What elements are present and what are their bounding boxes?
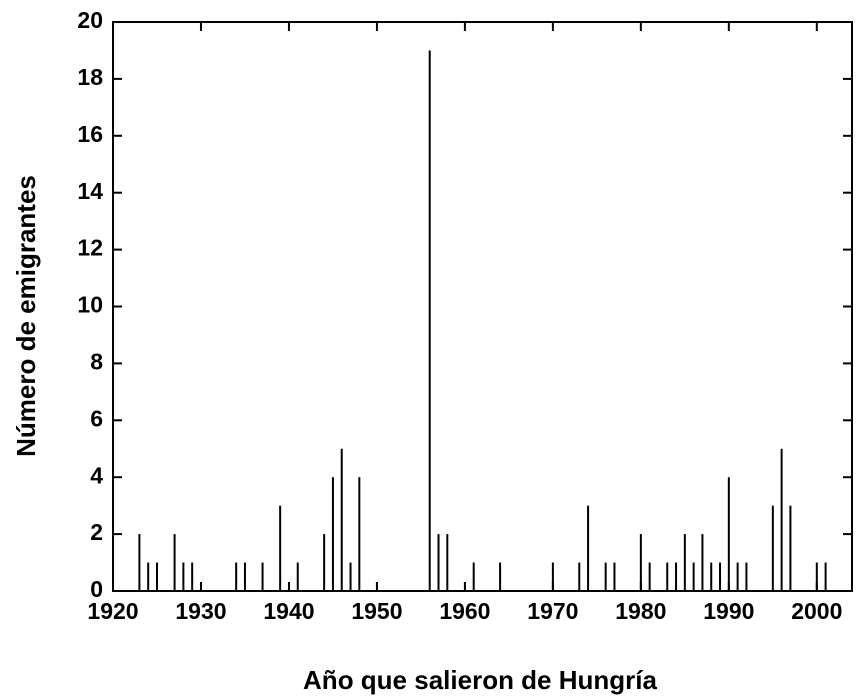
x-tick-label: 2000: [791, 598, 842, 624]
bar: [340, 448, 343, 591]
bar: [692, 562, 695, 591]
y-tick-label: 20: [77, 7, 103, 33]
bar: [648, 562, 651, 591]
bar: [446, 534, 449, 591]
y-tick-label: 16: [77, 121, 103, 147]
y-tick-label: 6: [90, 405, 103, 431]
plot-frame: [112, 21, 853, 592]
bar: [780, 448, 783, 591]
bar: [243, 562, 246, 591]
bar: [789, 505, 792, 591]
x-tick-label: 1980: [615, 598, 666, 624]
bar: [613, 562, 616, 591]
bar: [578, 562, 581, 591]
bar: [604, 562, 607, 591]
bar: [499, 562, 502, 591]
bar: [428, 50, 431, 591]
bar: [147, 562, 150, 591]
bar: [138, 534, 141, 591]
bar: [815, 562, 818, 591]
bar: [701, 534, 704, 591]
y-tick-label: 18: [77, 64, 103, 90]
bar: [472, 562, 475, 591]
bar: [323, 534, 326, 591]
bar: [727, 477, 730, 591]
y-tick-label: 8: [90, 348, 103, 374]
bar: [437, 534, 440, 591]
y-tick-label: 4: [90, 462, 103, 488]
y-tick-label: 2: [90, 519, 103, 545]
bar: [235, 562, 238, 591]
x-tick-label: 1940: [263, 598, 314, 624]
x-tick-label: 1960: [439, 598, 490, 624]
bar: [279, 505, 282, 591]
bar: [719, 562, 722, 591]
x-tick-label: 1970: [527, 598, 578, 624]
y-tick-label: 14: [77, 178, 103, 204]
bar: [710, 562, 713, 591]
bar: [182, 562, 185, 591]
y-axis-label: Número de emigrantes: [11, 175, 41, 457]
bar: [736, 562, 739, 591]
x-tick-label: 1990: [703, 598, 754, 624]
bar: [675, 562, 678, 591]
x-tick-label: 1930: [175, 598, 226, 624]
y-tick-label: 0: [90, 576, 103, 602]
bar: [358, 477, 361, 591]
bar: [173, 534, 176, 591]
bar: [349, 562, 352, 591]
bar: [155, 562, 158, 591]
bar: [683, 534, 686, 591]
bar: [771, 505, 774, 591]
bar: [261, 562, 264, 591]
bar: [666, 562, 669, 591]
bar: [296, 562, 299, 591]
x-axis-label: Año que salieron de Hungría: [303, 665, 657, 695]
x-tick-label: 1950: [351, 598, 402, 624]
bar: [551, 562, 554, 591]
bar: [824, 562, 827, 591]
bar: [745, 562, 748, 591]
y-tick-label: 12: [77, 235, 103, 261]
bar: [331, 477, 334, 591]
x-tick-label: 1920: [87, 598, 138, 624]
bar: [191, 562, 194, 591]
bar: [587, 505, 590, 591]
y-tick-label: 10: [77, 292, 103, 318]
bar: [639, 534, 642, 591]
